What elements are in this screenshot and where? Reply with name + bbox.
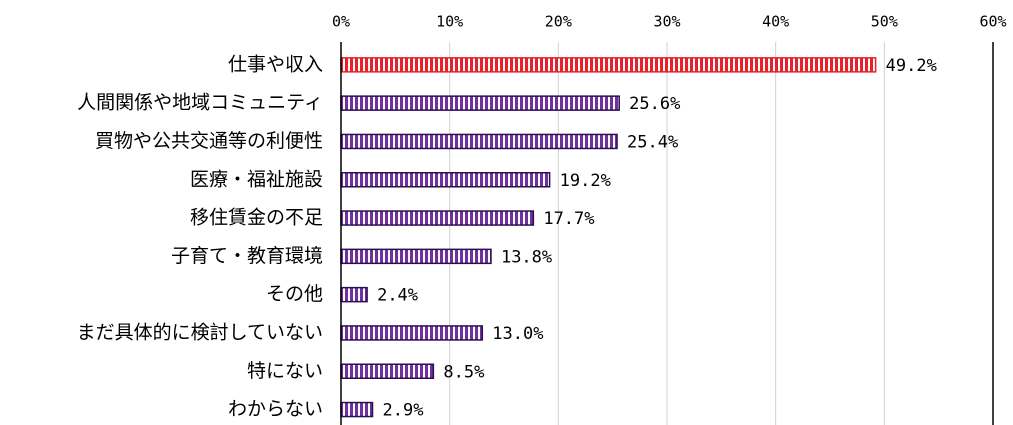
- y-tick-label: 人間関係や地域コミュニティ: [77, 92, 323, 114]
- bar: [340, 57, 877, 73]
- x-tick-label: 10%: [436, 13, 463, 31]
- value-label: 25.4%: [627, 132, 678, 152]
- value-label: 25.6%: [629, 94, 680, 114]
- y-tick-label: 子育て・教育環境: [171, 245, 323, 267]
- y-tick-label: 特にない: [247, 360, 323, 382]
- y-tick-label: まだ具体的に検討していない: [77, 321, 323, 343]
- bar: [340, 248, 492, 265]
- x-tick-label: 20%: [545, 13, 572, 31]
- x-tick-label: 60%: [979, 13, 1006, 31]
- value-label: 19.2%: [560, 171, 611, 191]
- x-tick-label: 30%: [653, 13, 680, 31]
- x-tick-label: 40%: [762, 13, 789, 31]
- bar: [340, 133, 618, 150]
- bar: [340, 210, 535, 226]
- x-tick-label: 0%: [332, 13, 350, 31]
- x-tick-label: 50%: [871, 13, 898, 31]
- value-label: 49.2%: [886, 56, 937, 76]
- bar: [340, 363, 435, 379]
- y-tick-label: 移住賃金の不足: [190, 207, 323, 229]
- value-label: 2.9%: [383, 401, 424, 421]
- bar: [340, 325, 484, 341]
- bar: [340, 95, 620, 111]
- y-tick-label: その他: [266, 283, 323, 305]
- bar: [340, 286, 368, 303]
- y-tick-label: 買物や公共交通等の利便性: [95, 130, 323, 152]
- bar: [340, 172, 551, 188]
- value-label: 2.4%: [377, 286, 418, 306]
- value-label: 13.0%: [492, 324, 543, 344]
- y-tick-label: わからない: [228, 398, 323, 420]
- value-label: 13.8%: [501, 247, 552, 267]
- y-tick-label: 医療・福祉施設: [190, 168, 323, 190]
- value-label: 17.7%: [543, 209, 594, 229]
- value-label: 8.5%: [443, 362, 484, 382]
- y-tick-label: 仕事や収入: [228, 53, 323, 75]
- bar: [340, 401, 374, 418]
